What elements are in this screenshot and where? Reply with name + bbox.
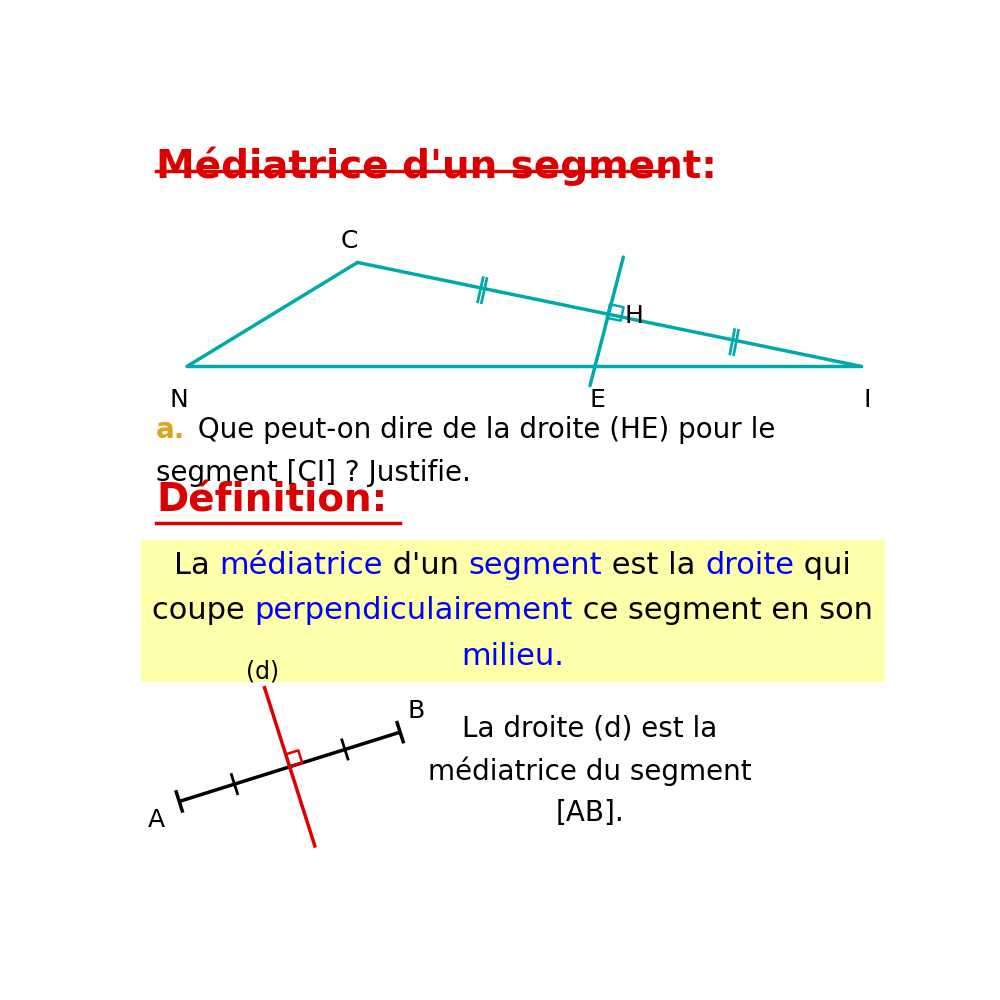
Text: Médiatrice d'un segment:: Médiatrice d'un segment: bbox=[156, 147, 717, 186]
Text: C: C bbox=[341, 229, 358, 253]
Text: segment [CI] ? Justifie.: segment [CI] ? Justifie. bbox=[156, 459, 471, 487]
Text: Définition:: Définition: bbox=[156, 482, 387, 520]
Text: I: I bbox=[864, 388, 871, 412]
Text: segment: segment bbox=[469, 551, 602, 580]
Text: a.: a. bbox=[156, 416, 185, 444]
Text: Que peut-on dire de la droite (HE) pour le: Que peut-on dire de la droite (HE) pour … bbox=[189, 416, 775, 444]
Text: perpendiculairement: perpendiculairement bbox=[255, 596, 573, 625]
Text: La: La bbox=[174, 551, 219, 580]
Text: A: A bbox=[148, 808, 165, 832]
Text: médiatrice: médiatrice bbox=[219, 551, 383, 580]
Text: ce segment en son: ce segment en son bbox=[573, 596, 873, 625]
Text: (d): (d) bbox=[246, 660, 279, 684]
Text: coupe: coupe bbox=[152, 596, 255, 625]
Text: qui: qui bbox=[794, 551, 851, 580]
Bar bbox=[140, 540, 885, 682]
Text: B: B bbox=[408, 699, 425, 723]
Text: est la: est la bbox=[602, 551, 705, 580]
Text: H: H bbox=[624, 304, 643, 328]
Text: milieu.: milieu. bbox=[461, 642, 564, 671]
Text: E: E bbox=[590, 388, 606, 412]
Text: La droite (d) est la
médiatrice du segment
[AB].: La droite (d) est la médiatrice du segme… bbox=[428, 714, 752, 827]
Text: d'un: d'un bbox=[383, 551, 469, 580]
Text: N: N bbox=[170, 388, 189, 412]
Text: droite: droite bbox=[705, 551, 794, 580]
